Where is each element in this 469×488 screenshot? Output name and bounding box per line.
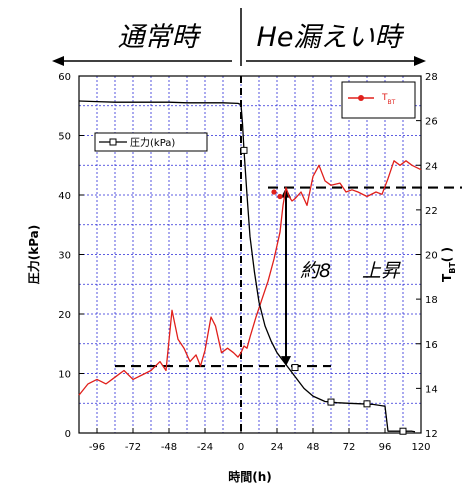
y-left-tick-label: 10 <box>58 370 71 381</box>
x-tick-label: 72 <box>343 442 356 453</box>
temperature-point <box>277 193 283 200</box>
pressure-marker <box>363 400 371 408</box>
arrow-normal-head <box>52 56 64 66</box>
x-tick-label: 48 <box>307 442 320 453</box>
y-right-tick-label: 28 <box>425 72 438 83</box>
y-left-tick-label: 40 <box>58 191 71 202</box>
grid <box>79 76 421 433</box>
y-right-tick-label: 24 <box>425 161 438 172</box>
x-tick-label: 0 <box>238 442 244 453</box>
x-tick-label: 120 <box>411 442 430 453</box>
plot-frame <box>78 75 422 434</box>
x-tick-label: -96 <box>89 442 105 453</box>
y-right-tick-label: 16 <box>425 340 438 351</box>
label-leak: He漏えい時 <box>257 22 405 53</box>
axes <box>78 75 422 434</box>
rise-amount-label: 約8 <box>300 260 331 282</box>
legend-pressure-box <box>94 132 208 152</box>
y-right-axis-title: TBT( ) <box>440 247 457 282</box>
x-tick-label: -48 <box>161 442 177 453</box>
x-axis-title: 時間(h) <box>228 469 272 484</box>
x-tick-label: 24 <box>271 442 284 453</box>
rise-arrow-head-down <box>281 356 291 367</box>
y-left-tick-label: 60 <box>58 72 71 83</box>
pressure-marker <box>399 427 407 435</box>
legend-temp-marker <box>358 95 364 101</box>
rise-word-label: 上昇 <box>362 260 401 282</box>
y-left-tick-label: 0 <box>65 429 71 440</box>
y-right-tick-label: 12 <box>425 429 438 440</box>
x-tick-label: 96 <box>379 442 392 453</box>
temperature-series-line <box>78 160 422 396</box>
label-normal: 通常時 <box>118 22 202 53</box>
y-right-tick-label: 18 <box>425 295 438 306</box>
legend-temp-box <box>341 81 416 119</box>
legend-pressure-label: 圧力(kPa) <box>130 136 175 149</box>
y-left-axis-title: 圧力(kPa) <box>26 225 41 285</box>
x-tick-label: -24 <box>197 442 213 453</box>
x-tick-label: -72 <box>125 442 141 453</box>
y-right-tick-label: 26 <box>425 117 438 128</box>
pressure-marker <box>240 146 248 154</box>
tick-labels: -96 -72 -48 -24 0 24 48 72 96 120 0 10 20 30 40 50 60 12 1… <box>58 72 437 453</box>
series <box>78 100 422 435</box>
legend-pressure-marker <box>109 138 117 146</box>
y-left-tick-label: 50 <box>58 132 71 143</box>
y-right-tick-label: 20 <box>425 251 438 262</box>
y-left-tick-label: 30 <box>58 251 71 262</box>
y-left-tick-label: 20 <box>58 310 71 321</box>
arrow-leak-head <box>414 56 426 66</box>
y-right-tick-label: 22 <box>425 206 438 217</box>
pressure-marker <box>327 398 335 406</box>
temperature-point <box>271 189 277 195</box>
legend-temp-label: TBT <box>381 93 396 106</box>
reference-lines <box>115 8 462 433</box>
pressure-marker <box>291 364 299 372</box>
y-right-tick-label: 14 <box>425 384 438 395</box>
